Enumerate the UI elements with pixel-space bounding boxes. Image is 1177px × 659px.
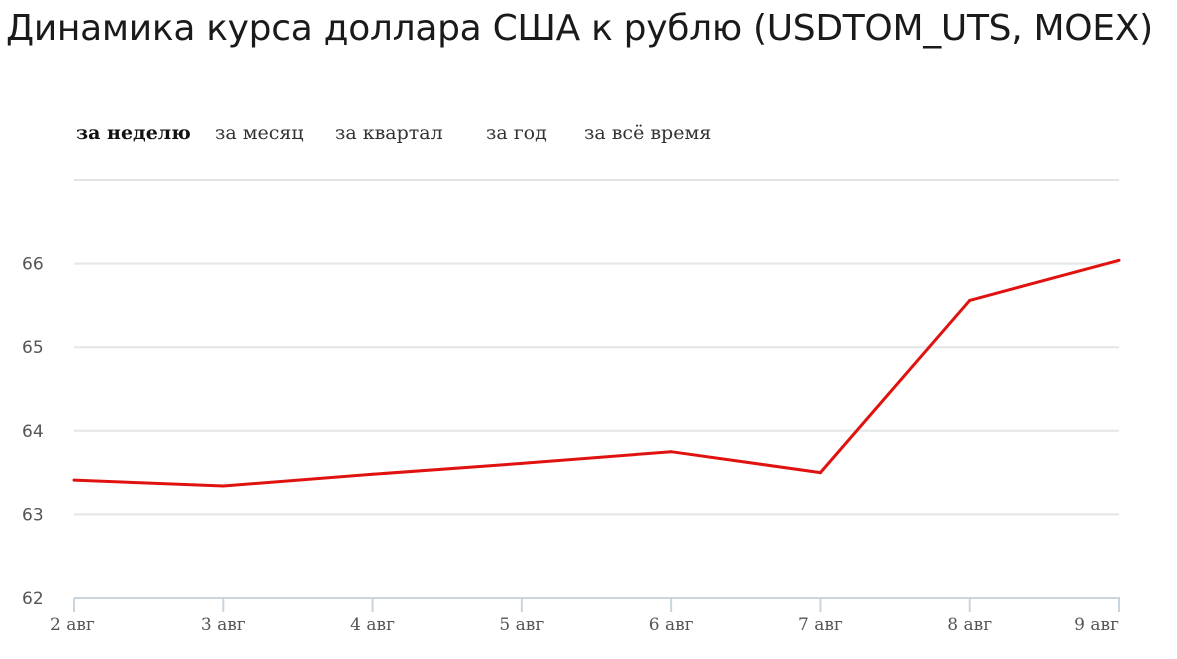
tab-year[interactable]: за год bbox=[486, 122, 547, 144]
y-tick-label: 63 bbox=[22, 505, 44, 525]
x-tick-label: 5 авг bbox=[499, 615, 544, 635]
y-tick-label: 65 bbox=[22, 338, 44, 358]
page-title: Динамика курса доллара США к рублю (USDT… bbox=[6, 8, 1153, 49]
data-point bbox=[968, 298, 972, 302]
tab-all-time[interactable]: за всё время bbox=[584, 122, 712, 144]
x-tick-label: 7 авг bbox=[798, 615, 843, 635]
x-tick-label: 2 авг bbox=[50, 615, 95, 635]
y-tick-label: 62 bbox=[22, 589, 44, 609]
tab-quarter[interactable]: за квартал bbox=[335, 122, 443, 144]
tab-week[interactable]: за неделю bbox=[76, 122, 191, 144]
series-line bbox=[73, 258, 1120, 488]
data-point bbox=[669, 450, 673, 454]
y-tick-label: 66 bbox=[22, 255, 44, 275]
data-point bbox=[72, 478, 76, 482]
x-tick-label: 3 авг bbox=[201, 615, 246, 635]
data-point bbox=[520, 461, 524, 465]
x-tick-label: 8 авг bbox=[947, 615, 992, 635]
data-point bbox=[818, 471, 822, 475]
data-point bbox=[371, 472, 375, 476]
data-point bbox=[1117, 258, 1121, 262]
period-tabs: за неделю за месяц за квартал за год за … bbox=[0, 122, 760, 152]
x-tick-label: 9 авг bbox=[1074, 615, 1119, 635]
tab-month[interactable]: за месяц bbox=[215, 122, 304, 144]
x-tick-label: 6 авг bbox=[649, 615, 694, 635]
x-tick-label: 4 авг bbox=[350, 615, 395, 635]
y-tick-label: 64 bbox=[22, 422, 44, 442]
data-point bbox=[221, 484, 225, 488]
